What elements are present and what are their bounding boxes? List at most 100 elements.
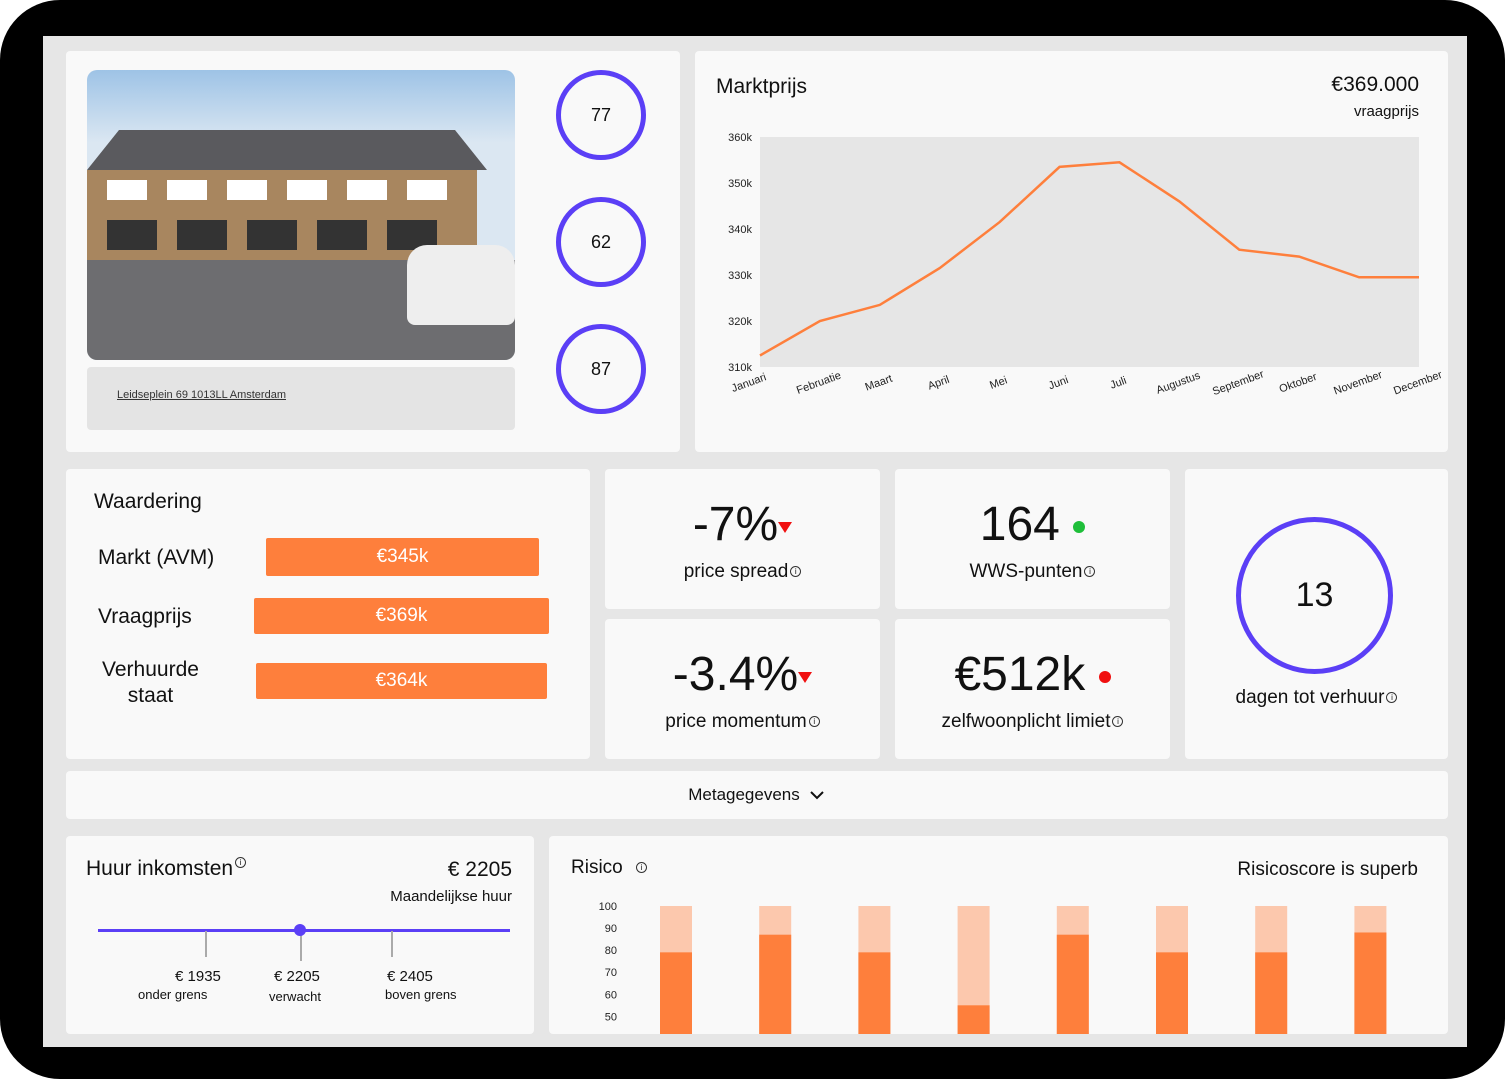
info-icon[interactable]: i [1084, 566, 1096, 578]
tick [205, 931, 207, 957]
chevron-down-icon [810, 791, 824, 800]
marker-value: € 1935 [175, 968, 221, 985]
marker-label: onder grens [138, 987, 208, 1002]
marker-value: € 2205 [274, 968, 320, 985]
market-price-card: Marktprijs €369.000 vraagprijs 310k 320k 3… [695, 51, 1448, 452]
valuation-title: Waardering [94, 490, 202, 513]
zelfwoonplicht-card: €512k zelfwoonplicht limiet i [895, 619, 1170, 759]
risk-bar [957, 1005, 990, 1034]
marker-value: € 2405 [387, 968, 433, 985]
x-tick-label: November [1332, 369, 1384, 398]
x-tick-label: Maart [864, 373, 895, 394]
x-tick-label: Februatie [795, 370, 843, 397]
price-momentum-card: -3.4% price momentum i [605, 619, 880, 759]
y-tick-label: 360k [728, 132, 752, 144]
risk-bar-chart: 50 60 70 80 90 100 [599, 901, 1387, 1034]
price-spread-label: price spread [683, 561, 789, 582]
market-line-chart: 310k 320k 330k 340k 350k 360k Januari Februatie… [728, 132, 1444, 398]
price-spread-card: -7% price spread i [605, 469, 880, 609]
status-dot-icon [1073, 521, 1086, 534]
wws-card: 164 WWS-punten i [895, 469, 1170, 609]
days-to-rent-card: 13 dagen tot verhuur i [1185, 469, 1448, 759]
plot-area [760, 137, 1419, 367]
days-label: dagen tot verhuur [1235, 687, 1385, 708]
risk-title: Risico [571, 857, 623, 878]
x-tick-label: April [926, 374, 951, 393]
valuation-bar: €364k [256, 663, 547, 699]
property-photo [87, 70, 515, 360]
y-tick-label: 60 [605, 989, 617, 1001]
y-tick-label: 90 [605, 923, 617, 935]
x-tick-label: September [1211, 368, 1266, 398]
asking-price: €369.000 [1331, 73, 1419, 96]
risk-bar [858, 952, 891, 1034]
y-tick-label: 320k [728, 316, 752, 328]
y-tick-label: 340k [728, 224, 752, 236]
price-momentum-label: price momentum [665, 711, 807, 732]
price-momentum-value: -3.4% [672, 648, 799, 701]
valuation-bar: €369k [254, 598, 549, 634]
x-tick-label: Augustus [1155, 370, 1203, 397]
x-tick-label: Juni [1047, 374, 1070, 392]
metadata-label: Metagegevens [688, 785, 800, 804]
marker-label: verwacht [269, 989, 322, 1004]
zelfwoonplicht-label: zelfwoonplicht limiet [941, 711, 1111, 732]
rent-value-label: Maandelijkse huur [390, 888, 512, 905]
price-line [759, 161, 1419, 357]
score-ring: 77 [556, 70, 646, 160]
risk-bar [660, 952, 692, 1034]
y-tick-label: 80 [605, 945, 617, 957]
property-card: Leidseplein 69 1013LL Amsterdam 77 62 87 [66, 51, 680, 452]
x-tick-label: Mei [988, 375, 1009, 392]
y-tick-label: 350k [728, 178, 752, 190]
y-tick-label: 70 [605, 967, 617, 979]
score-ring: 87 [556, 324, 646, 414]
rent-expected-marker [293, 924, 306, 936]
valuation-label: Verhuurde staat [102, 658, 199, 707]
info-icon[interactable]: i [235, 857, 247, 868]
info-icon[interactable]: i [1112, 716, 1124, 728]
valuation-label: Markt (AVM) [98, 546, 215, 569]
info-icon[interactable]: i [1386, 692, 1398, 704]
zelfwoonplicht-value: €512k [954, 648, 1086, 701]
valuation-label: Vraagprijs [98, 605, 192, 628]
info-icon[interactable]: i [636, 862, 648, 874]
valuation-card: Waardering Markt (AVM) €345k Vraagprijs … [66, 469, 590, 759]
risk-bar [759, 934, 792, 1034]
info-icon[interactable]: i [790, 566, 802, 578]
address-link[interactable]: Leidseplein 69 1013LL Amsterdam [117, 389, 286, 401]
wws-value: 164 [979, 498, 1060, 551]
risk-bar [1255, 952, 1288, 1034]
asking-price-label: vraagprijs [1353, 103, 1419, 120]
risk-bar [1354, 932, 1387, 1034]
risk-bar [1156, 952, 1188, 1034]
tick [300, 931, 302, 961]
info-icon[interactable]: i [808, 716, 820, 728]
y-tick-label: 100 [599, 901, 617, 913]
metadata-toggle[interactable]: Metagegevens [66, 771, 1448, 819]
arrow-down-icon [798, 671, 813, 683]
valuation-bar: €345k [266, 538, 539, 576]
address-bar: Leidseplein 69 1013LL Amsterdam [87, 367, 515, 430]
y-tick-label: 310k [728, 362, 752, 374]
market-title: Marktprijs [716, 75, 808, 98]
score-ring: 62 [556, 197, 646, 287]
risk-status: Risicoscore is superb [1237, 859, 1418, 880]
y-tick-label: 330k [728, 270, 752, 282]
x-tick-label: Juli [1109, 375, 1129, 392]
arrow-down-icon [778, 521, 793, 533]
marker-label: boven grens [385, 987, 457, 1002]
status-dot-icon [1098, 671, 1111, 684]
risk-card: Risico i Risicoscore is superb 50 60 70 80 9… [549, 836, 1448, 1034]
rent-card: Huur inkomsten i € 2205 Maandelijkse huur… [66, 836, 534, 1034]
x-tick-label: December [1392, 369, 1444, 398]
risk-bar [1056, 934, 1089, 1034]
y-tick-label: 50 [605, 1011, 617, 1023]
days-ring: 13 [1236, 517, 1393, 674]
wws-label: WWS-punten [969, 561, 1083, 582]
x-tick-label: Oktober [1278, 371, 1319, 396]
rent-value: € 2205 [447, 858, 512, 881]
x-tick-label: Januari [730, 371, 768, 395]
price-spread-value: -7% [692, 498, 779, 551]
rent-title: Huur inkomsten [86, 857, 234, 880]
